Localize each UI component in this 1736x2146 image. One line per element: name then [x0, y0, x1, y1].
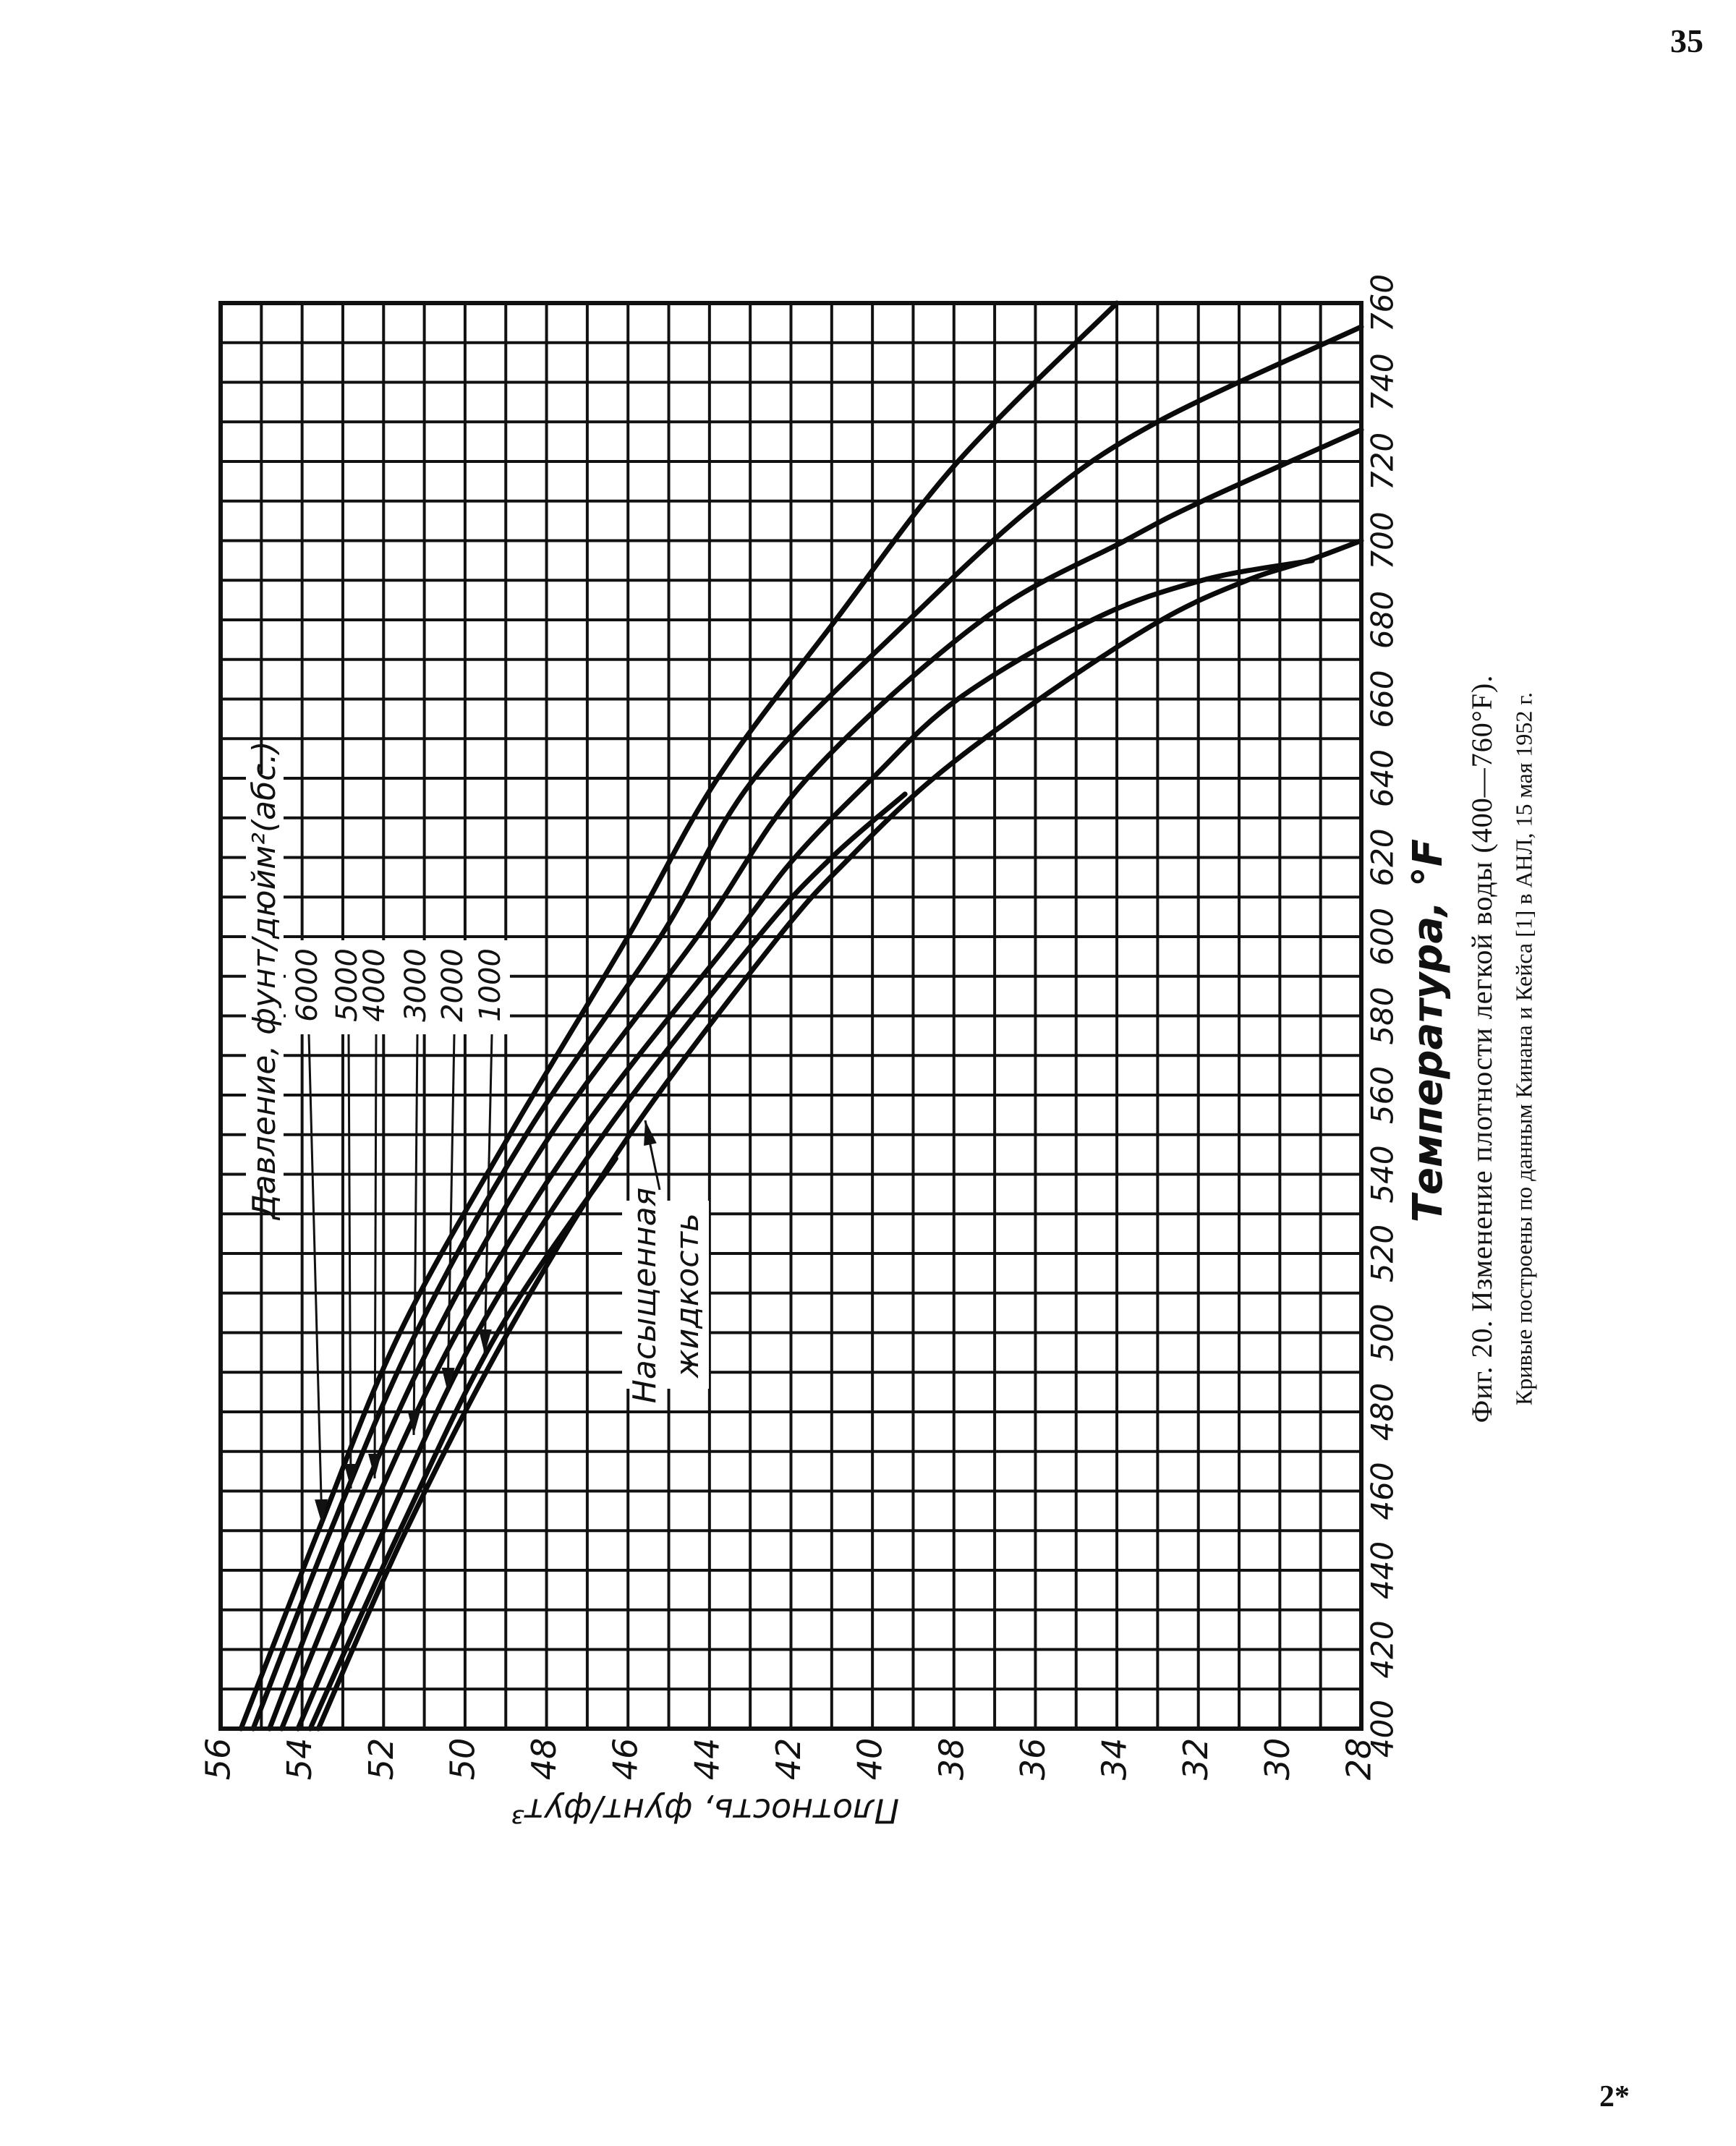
leader-line [446, 1034, 456, 1393]
temperature-tick-label: 620 [1365, 828, 1400, 886]
temperature-tick-label: 440 [1365, 1541, 1400, 1599]
temperature-tick-label: 760 [1365, 274, 1400, 332]
temperature-tick-label: 400 [1365, 1700, 1400, 1758]
pressure-label-4000: 4000 [358, 948, 391, 1022]
temperature-tick-label: 640 [1365, 749, 1400, 807]
density-tick-label: 44 [687, 1738, 726, 1781]
signature-mark: 2* [1599, 2080, 1630, 2113]
pressure-label-2000: 2000 [436, 948, 469, 1022]
density-tick-label: 32 [1176, 1738, 1215, 1781]
pressure-label-1000: 1000 [474, 948, 507, 1022]
figure-note: Кривые построены по данным Кинана и Кейс… [1510, 692, 1536, 1405]
temperature-tick-label: 460 [1365, 1462, 1400, 1520]
series-line-4000 [267, 427, 1364, 1732]
series-line-saturated-liquid [315, 538, 1364, 1732]
temperature-tick-label: 420 [1365, 1620, 1400, 1678]
temperature-tick-label: 580 [1365, 987, 1400, 1044]
temperature-tick-label: 740 [1365, 353, 1400, 411]
leader-line [347, 1034, 352, 1489]
label-backgrounds [246, 774, 709, 1389]
density-tick-label: 48 [524, 1738, 563, 1781]
leader-line [483, 1034, 493, 1355]
temperature-tick-label: 660 [1365, 670, 1400, 728]
density-chart: 400 420 440 460 480 500 520 540 560 580 600 620 640 6… [199, 274, 1452, 1831]
saturated-liquid-label-line2: жидкость [669, 1213, 706, 1379]
temperature-tick-label: 680 [1365, 591, 1400, 649]
arrow-head-icon [644, 1120, 657, 1146]
leader-line [307, 1034, 323, 1525]
temperature-tick-label: 480 [1365, 1383, 1400, 1441]
density-tick-label: 38 [932, 1738, 971, 1781]
chart-curves [238, 300, 1364, 1732]
density-axis-title: Плотность, фунт/фут³ [511, 1792, 899, 1831]
pressure-label-5000: 5000 [331, 948, 364, 1022]
density-tick-labels: 56 54 52 50 48 46 44 42 40 38 36 34 32 30 28 [199, 1738, 1379, 1781]
series-line-6000 [238, 300, 1120, 1732]
density-tick-label: 46 [606, 1738, 645, 1781]
density-tick-label: 50 [443, 1738, 482, 1781]
pressure-label-3000: 3000 [399, 948, 433, 1022]
leader-line [373, 1034, 378, 1479]
temperature-tick-label: 500 [1365, 1303, 1400, 1361]
figure-caption: Фиг. 20. Изменение плотности легкой воды… [1465, 675, 1498, 1423]
density-tick-label: 28 [1340, 1738, 1379, 1781]
page-number: 35 [1670, 22, 1703, 59]
temperature-tick-label: 520 [1365, 1225, 1400, 1282]
density-tick-label: 40 [851, 1738, 890, 1781]
density-tick-label: 56 [199, 1738, 238, 1781]
density-tick-label: 52 [362, 1738, 401, 1781]
density-tick-label: 54 [280, 1738, 319, 1781]
temperature-tick-label: 600 [1365, 908, 1400, 966]
arrow-head-icon [407, 1410, 421, 1435]
legend-title: Давление, фунт/дюйм²(абс.) [246, 741, 283, 1220]
arrow-head-icon [344, 1463, 357, 1489]
legend-title-background [246, 774, 284, 1186]
series-line-1000 [307, 1156, 618, 1732]
leader-line [412, 1034, 419, 1436]
arrow-head-icon [368, 1453, 382, 1478]
series-line-5000 [250, 324, 1364, 1732]
pressure-labels-background [286, 940, 510, 1034]
density-tick-label: 30 [1258, 1738, 1297, 1781]
arrow-head-icon [478, 1329, 492, 1354]
plot-frame [218, 301, 1363, 1731]
temperature-tick-label: 560 [1365, 1066, 1400, 1124]
pressure-label-6000: 6000 [291, 948, 324, 1022]
temperature-tick-label: 720 [1365, 433, 1400, 490]
series-line-2000 [295, 791, 908, 1732]
temperature-axis-title: Температура, °F [1405, 839, 1452, 1222]
arrow-head-icon [315, 1499, 328, 1524]
density-tick-label: 42 [769, 1738, 808, 1781]
temperature-tick-label: 540 [1365, 1145, 1400, 1203]
temperature-tick-label: 700 [1365, 511, 1400, 569]
series-line-3000 [278, 558, 1315, 1732]
saturated-label-background [622, 1201, 709, 1389]
density-tick-label: 34 [1095, 1738, 1134, 1781]
density-tick-label: 36 [1013, 1738, 1052, 1781]
saturated-liquid-label-line1: Насыщенная [626, 1188, 663, 1403]
temperature-tick-labels: 400 420 440 460 480 500 520 540 560 580 600 620 640 6… [1365, 274, 1400, 1758]
arrow-head-icon [441, 1367, 455, 1392]
